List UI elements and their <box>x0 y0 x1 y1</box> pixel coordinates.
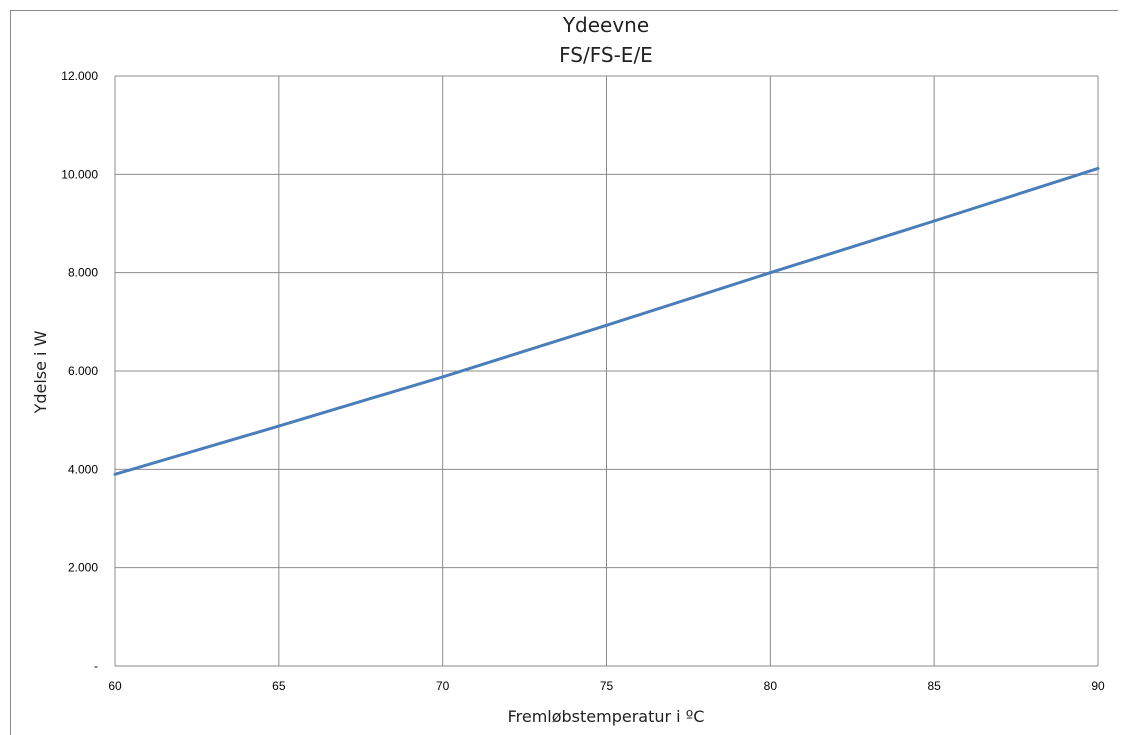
x-axis-title: Fremløbstemperatur i ºC <box>508 707 705 726</box>
chart-subtitle: FS/FS-E/E <box>559 43 653 67</box>
y-tick-label: 10.000 <box>61 167 98 181</box>
y-tick-label: 2.000 <box>68 561 98 575</box>
series-layer <box>113 166 1100 476</box>
x-tick-label: 80 <box>764 679 778 693</box>
x-tick-label: 70 <box>436 679 450 693</box>
grid-layer <box>114 75 1099 667</box>
x-tick-label: 60 <box>108 679 122 693</box>
x-tick-label: 85 <box>927 679 941 693</box>
y-axis-title: Ydelse i W <box>31 330 50 414</box>
x-tick-label: 90 <box>1091 679 1105 693</box>
y-tick-label: 6.000 <box>68 364 98 378</box>
chart-title: Ydeevne <box>562 13 649 37</box>
y-tick-label: - <box>94 659 98 673</box>
tick-layer: - 2.000 4.000 6.000 8.000 10.000 12.000 60 65 70 7… <box>61 69 1105 693</box>
y-tick-label: 4.000 <box>68 462 98 476</box>
x-tick-label: 75 <box>600 679 614 693</box>
y-tick-label: 8.000 <box>68 266 98 280</box>
y-tick-label: 12.000 <box>61 69 98 83</box>
x-tick-label: 65 <box>272 679 286 693</box>
series-line <box>113 166 1100 476</box>
chart-frame <box>10 10 1118 735</box>
